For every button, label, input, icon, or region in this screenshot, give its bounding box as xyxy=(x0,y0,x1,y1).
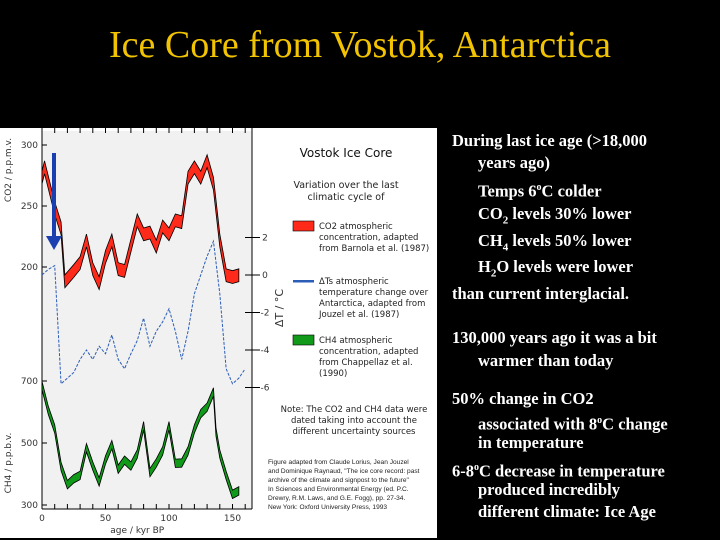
x-tick-label: 150 xyxy=(224,514,241,524)
legend-swatch-co2 xyxy=(292,220,315,232)
legend-label: concentration, adapted xyxy=(319,233,418,243)
figure-credit: archive of the climate and signpost to t… xyxy=(268,477,410,484)
ch4-tick-label: 700 xyxy=(21,377,38,387)
bullet-text: in temperature xyxy=(478,433,584,452)
temp-tick-label: -2 xyxy=(261,309,270,319)
legend-label: CO2 atmospheric xyxy=(319,222,393,232)
temperature-series xyxy=(41,239,246,385)
temp-tick-label: 0 xyxy=(262,271,268,281)
bullet-text: CO2 levels 30% lower xyxy=(478,204,632,227)
temp-axis-label: ΔT / °C xyxy=(273,289,286,327)
legend-label: (1990) xyxy=(319,369,347,379)
legend-label: temperature change over xyxy=(319,288,429,298)
ch4-tick-label: 300 xyxy=(21,501,38,511)
ch4-series xyxy=(41,381,240,500)
vostok-figure: 0 50 100 150 age / kyr BP 300 250 200 700 500 300 2… xyxy=(0,128,437,538)
co2-tick-label: 250 xyxy=(21,202,38,212)
co2-tick-label: 300 xyxy=(21,141,38,151)
bullet-text: 50% change in CO2 xyxy=(452,389,594,408)
figure-credit: In Sciences and Environmental Energy (ed… xyxy=(268,486,409,493)
figure-note: Note: The CO2 and CH4 data were xyxy=(281,405,428,415)
x-tick-label: 0 xyxy=(39,514,45,524)
bullet-text: Temps 6oC colder xyxy=(478,181,602,201)
legend-swatch-temperature xyxy=(293,280,314,283)
ch4-axis-label: CH4 / p.p.b.v. xyxy=(4,433,14,494)
bullet-text: H2O levels were lower xyxy=(478,257,634,280)
figure-credit: New York: Oxford University Press, 1993 xyxy=(268,504,387,511)
x-tick-label: 100 xyxy=(160,514,177,524)
co2-axis-label: CO2 / p.p.m.v. xyxy=(4,138,14,202)
legend-label: concentration, adapted xyxy=(319,347,418,357)
bullet-text: 6-8oC decrease in temperature xyxy=(452,461,665,481)
legend-label: Jouzel et al. (1987) xyxy=(318,310,399,320)
legend-label: Antarctica, adapted from xyxy=(319,299,425,309)
temp-tick-label: 2 xyxy=(262,234,268,244)
figure-note: dated taking into account the xyxy=(291,416,417,426)
slide-title: Ice Core from Vostok, Antarctica xyxy=(109,24,611,66)
bullet-text: warmer than today xyxy=(478,351,614,370)
legend-label: from Barnola et al. (1987) xyxy=(319,244,429,254)
figure-title: Vostok Ice Core xyxy=(300,146,393,160)
x-tick-label: 50 xyxy=(100,514,112,524)
bullet-text: associated with 8oC change xyxy=(478,414,668,434)
legend-swatch-ch4 xyxy=(292,334,315,346)
ch4-tick-label: 500 xyxy=(21,439,38,449)
figure-note: different uncertainty sources xyxy=(293,427,417,437)
vostok-chart: 0 50 100 150 age / kyr BP 300 250 200 700 500 300 2… xyxy=(4,128,429,536)
co2-tick-label: 200 xyxy=(21,263,38,273)
temp-tick-label: -6 xyxy=(261,384,270,394)
blue-arrow xyxy=(46,153,62,250)
figure-credit: Drewry, R.M. Laws, and G.E. Fogg), pp. 2… xyxy=(268,495,405,502)
bullet-text: different climate: Ice Age xyxy=(478,502,656,521)
bullet-text: 130,000 years ago it was a bit xyxy=(452,328,657,347)
x-axis-label: age / kyr BP xyxy=(110,526,164,536)
temp-tick-label: -4 xyxy=(261,346,270,356)
legend-label: CH4 atmospheric xyxy=(319,336,393,346)
bullet-text: produced incredibly xyxy=(478,480,620,499)
bullet-text: CH4 levels 50% lower xyxy=(478,231,632,254)
figure-subtitle: climatic cycle of xyxy=(308,192,386,203)
legend-label: ΔTs atmospheric xyxy=(319,277,389,287)
bullet-text: years ago) xyxy=(478,153,550,172)
bullet-text: During last ice age (>18,000 xyxy=(452,131,648,150)
legend-label: from Chappellaz et al. xyxy=(319,358,413,368)
co2-series xyxy=(41,153,240,291)
figure-credit: and Dominique Raynaud, "The ice core rec… xyxy=(268,468,420,475)
figure-credit: Figure adapted from Claude Lorius, Jean … xyxy=(268,459,409,466)
figure-subtitle: Variation over the last xyxy=(293,180,398,191)
bullet-text: than current interglacial. xyxy=(452,284,630,303)
